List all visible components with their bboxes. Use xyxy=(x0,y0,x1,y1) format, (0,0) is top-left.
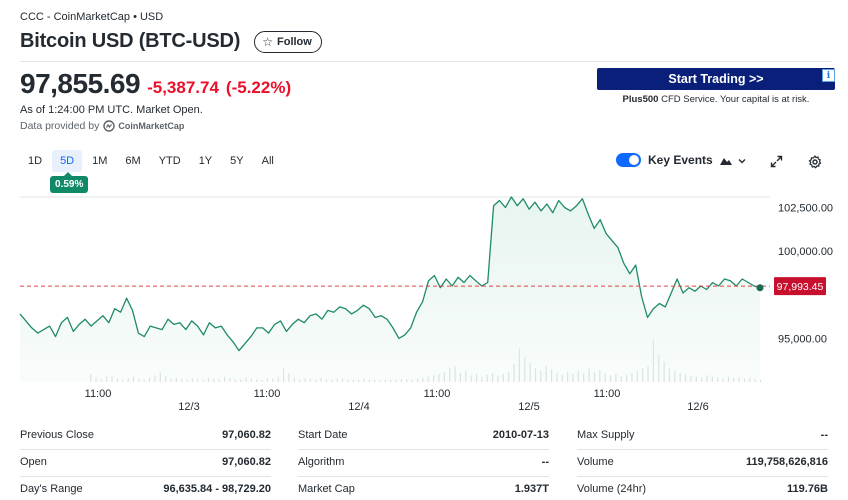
coinmarketcap-logo[interactable]: CoinMarketCap xyxy=(103,120,184,132)
follow-label: Follow xyxy=(277,35,312,48)
x-date-label: 12/5 xyxy=(518,401,539,413)
price-change: -5,387.74 xyxy=(147,78,219,97)
price-line xyxy=(19,196,761,352)
price-change-percent: (-5.22%) xyxy=(225,78,292,97)
x-date-label: 12/4 xyxy=(348,401,369,413)
x-time-label: 11:00 xyxy=(594,388,621,400)
y-tick-label: 95,000.00 xyxy=(778,333,827,345)
stat-label: Volume xyxy=(577,456,614,468)
range-tab-6m[interactable]: 6M xyxy=(125,155,141,167)
stat-divider xyxy=(20,449,271,450)
stat-label: Start Date xyxy=(298,429,348,441)
key-events-label: Key Events xyxy=(648,153,713,167)
stat-divider xyxy=(577,449,828,450)
stat-value: 119,758,626,816 xyxy=(746,456,828,468)
range-change-badge: 0.59% xyxy=(50,172,89,193)
y-tick-label: 100,000.00 xyxy=(778,246,833,258)
toggle-knob xyxy=(629,155,639,165)
stat-label: Volume (24hr) xyxy=(577,483,647,495)
mountain-chart-icon xyxy=(720,158,732,165)
stat-row: Max Supply -- xyxy=(577,429,828,443)
ad-disclaimer: Plus500 CFD Service. Your capital is at … xyxy=(597,94,835,105)
stat-value: 97,060.82 xyxy=(222,456,271,468)
range-tab-1m[interactable]: 1M xyxy=(92,155,108,167)
x-time-label: 11:00 xyxy=(424,388,451,400)
stat-row: Start Date 2010-07-13 xyxy=(298,429,549,443)
ad-info-icon[interactable]: i xyxy=(822,69,835,82)
stat-row: Previous Close 97,060.82 xyxy=(20,429,271,443)
stat-value: 97,060.82 xyxy=(222,429,271,441)
stat-divider xyxy=(298,476,549,477)
range-tab-1y[interactable]: 1Y xyxy=(198,155,213,167)
price-chart[interactable]: 102,500.00 100,000.00 95,000.00 97,993.45 11… xyxy=(0,185,848,415)
last-price-label: 97,993.45 xyxy=(777,281,824,293)
title-divider xyxy=(20,61,832,62)
stat-row: Market Cap 1.937T xyxy=(298,483,549,497)
stat-label: Algorithm xyxy=(298,456,345,468)
data-provider: Data provided by CoinMarketCap xyxy=(20,120,184,132)
stat-row: Volume 119,758,626,816 xyxy=(577,456,828,470)
last-price-dot xyxy=(756,284,764,292)
start-trading-button[interactable]: Start Trading >> xyxy=(597,68,835,90)
market-status: As of 1:24:00 PM UTC. Market Open. xyxy=(20,104,203,116)
last-price-badge xyxy=(774,277,826,296)
star-icon: ☆ xyxy=(262,34,273,49)
stat-value: 96,635.84 - 98,729.20 xyxy=(163,483,271,495)
price-row: 97,855.69 -5,387.74 (-5.22%) xyxy=(20,68,291,100)
ad-brand: Plus500 xyxy=(622,94,659,105)
stat-divider xyxy=(298,449,549,450)
stat-value: -- xyxy=(541,456,549,468)
stat-label: Previous Close xyxy=(20,429,94,441)
stat-label: Open xyxy=(20,456,47,468)
x-time-label: 11:00 xyxy=(254,388,281,400)
stat-row: Day's Range 96,635.84 - 98,729.20 xyxy=(20,483,271,497)
quote-meta: CCC - CoinMarketCap • USD xyxy=(20,11,164,23)
current-price: 97,855.69 xyxy=(20,68,141,99)
stat-row: Open 97,060.82 xyxy=(20,456,271,470)
range-tabs: 1D 5D 1M 6M YTD 1Y 5Y All xyxy=(20,150,284,172)
range-tab-all[interactable]: All xyxy=(261,155,274,167)
chart-type-dropdown[interactable] xyxy=(719,155,747,167)
range-tab-1d[interactable]: 1D xyxy=(28,155,43,167)
stat-value: -- xyxy=(820,429,828,441)
coinmarketcap-icon xyxy=(103,120,116,132)
key-events-toggle[interactable] xyxy=(616,153,641,167)
stat-value: 119.76B xyxy=(787,483,828,495)
stat-row: Volume (24hr) 119.76B xyxy=(577,483,828,497)
key-events-toggle-group: Key Events xyxy=(616,153,713,167)
stat-value: 2010-07-13 xyxy=(492,429,549,441)
stat-divider xyxy=(577,476,828,477)
title-row: Bitcoin USD (BTC-USD) ☆ Follow xyxy=(20,30,322,53)
stat-label: Max Supply xyxy=(577,429,635,441)
volume-bar xyxy=(760,379,762,382)
expand-icon[interactable] xyxy=(770,155,783,173)
range-tab-5y[interactable]: 5Y xyxy=(230,155,244,167)
stat-value: 1.937T xyxy=(514,483,549,495)
provider-name: CoinMarketCap xyxy=(118,121,185,131)
stat-divider xyxy=(20,476,271,477)
range-tab-5d[interactable]: 5D xyxy=(52,150,83,172)
settings-gear-icon[interactable] xyxy=(808,155,822,174)
y-tick-label: 102,500.00 xyxy=(778,202,833,214)
stat-row: Algorithm -- xyxy=(298,456,549,470)
x-date-label: 12/3 xyxy=(178,401,199,413)
page-title: Bitcoin USD (BTC-USD) xyxy=(20,30,241,52)
range-tab-ytd[interactable]: YTD xyxy=(158,155,181,167)
provided-by-label: Data provided by xyxy=(20,120,100,132)
chevron-down-icon xyxy=(738,159,746,164)
x-time-label: 11:00 xyxy=(85,388,112,400)
stat-label: Market Cap xyxy=(298,483,355,495)
price-area xyxy=(20,197,760,382)
stat-label: Day's Range xyxy=(20,483,83,495)
ad-banner[interactable]: Start Trading >> i Plus500 CFD Service. … xyxy=(597,68,835,112)
follow-button[interactable]: ☆ Follow xyxy=(254,30,322,53)
ad-text: CFD Service. Your capital is at risk. xyxy=(658,94,810,105)
x-date-label: 12/6 xyxy=(687,401,708,413)
